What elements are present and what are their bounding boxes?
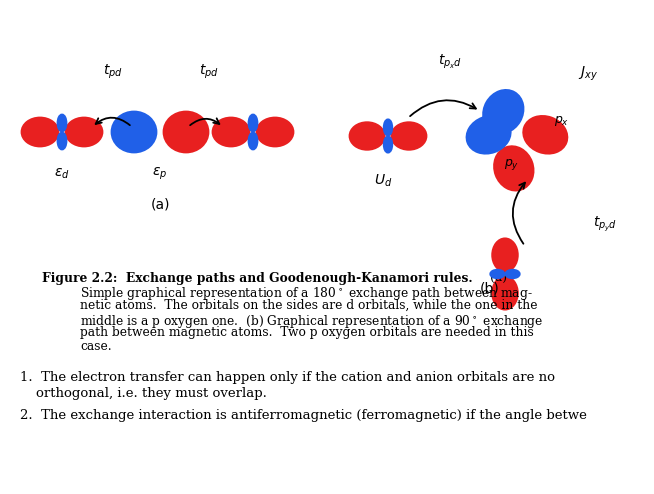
- Text: $J_{xy}$: $J_{xy}$: [578, 65, 598, 83]
- Text: $p_y$: $p_y$: [504, 157, 520, 172]
- Text: middle is a p oxygen one.  (b) Graphical representation of a 90$^\circ$ exchange: middle is a p oxygen one. (b) Graphical …: [80, 313, 543, 329]
- Ellipse shape: [483, 90, 523, 133]
- Text: (a): (a): [490, 272, 507, 285]
- Text: $t_{pd}$: $t_{pd}$: [199, 63, 218, 81]
- Text: $\varepsilon_d$: $\varepsilon_d$: [54, 167, 70, 181]
- Ellipse shape: [249, 115, 257, 131]
- Text: (b): (b): [480, 282, 500, 296]
- Text: $p_x$: $p_x$: [554, 114, 569, 128]
- Text: case.: case.: [80, 339, 112, 353]
- Ellipse shape: [112, 112, 156, 152]
- Ellipse shape: [164, 112, 208, 152]
- Text: $t_{p_xd}$: $t_{p_xd}$: [438, 53, 462, 71]
- Ellipse shape: [384, 120, 392, 135]
- Text: Simple graphical representation of a 180$^\circ$ exchange path between mag-: Simple graphical representation of a 180…: [80, 286, 533, 302]
- Text: netic atoms.  The orbitals on the sides are d orbitals, while the one in the: netic atoms. The orbitals on the sides a…: [80, 299, 538, 312]
- Ellipse shape: [392, 123, 426, 149]
- Ellipse shape: [213, 118, 249, 146]
- Ellipse shape: [249, 133, 257, 149]
- Ellipse shape: [58, 133, 66, 149]
- Ellipse shape: [467, 117, 510, 153]
- Ellipse shape: [66, 118, 102, 146]
- Ellipse shape: [524, 117, 567, 153]
- Ellipse shape: [350, 123, 384, 149]
- Text: $t_{pd}$: $t_{pd}$: [103, 63, 123, 81]
- Text: $\varepsilon_p$: $\varepsilon_p$: [152, 166, 167, 182]
- Text: $U_d$: $U_d$: [374, 173, 392, 189]
- Ellipse shape: [22, 118, 58, 146]
- Ellipse shape: [492, 277, 517, 309]
- Text: Figure 2.2:  Exchange paths and Goodenough-Kanamori rules.: Figure 2.2: Exchange paths and Goodenoug…: [42, 272, 473, 285]
- Ellipse shape: [490, 270, 504, 278]
- Text: $t_{p_yd}$: $t_{p_yd}$: [593, 215, 617, 233]
- Ellipse shape: [257, 118, 293, 146]
- Text: 2.  The exchange interaction is antiferromagnetic (ferromagnetic) if the angle b: 2. The exchange interaction is antiferro…: [20, 409, 587, 422]
- Ellipse shape: [58, 115, 66, 131]
- Text: path between magnetic atoms.  Two p oxygen orbitals are needed in this: path between magnetic atoms. Two p oxyge…: [80, 326, 534, 339]
- Ellipse shape: [506, 270, 519, 278]
- Ellipse shape: [494, 147, 533, 190]
- Ellipse shape: [384, 137, 392, 152]
- Text: (a): (a): [150, 197, 170, 211]
- Text: 1.  The electron transfer can happen only if the cation and anion orbitals are n: 1. The electron transfer can happen only…: [20, 371, 555, 384]
- Text: orthogonal, i.e. they must overlap.: orthogonal, i.e. they must overlap.: [36, 387, 267, 400]
- Ellipse shape: [492, 239, 517, 271]
